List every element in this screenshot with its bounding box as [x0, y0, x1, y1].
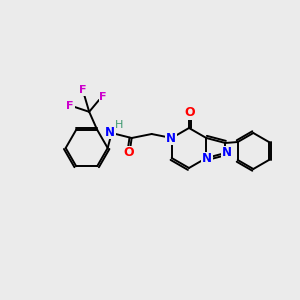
- Text: F: F: [99, 92, 107, 102]
- Text: N: N: [202, 152, 212, 166]
- Text: O: O: [185, 106, 195, 118]
- Text: N: N: [166, 131, 176, 145]
- Text: H: H: [115, 120, 123, 130]
- Text: F: F: [66, 101, 74, 111]
- Text: O: O: [123, 146, 134, 160]
- Text: N: N: [105, 125, 115, 139]
- Text: F: F: [80, 85, 87, 95]
- Text: N: N: [222, 146, 232, 160]
